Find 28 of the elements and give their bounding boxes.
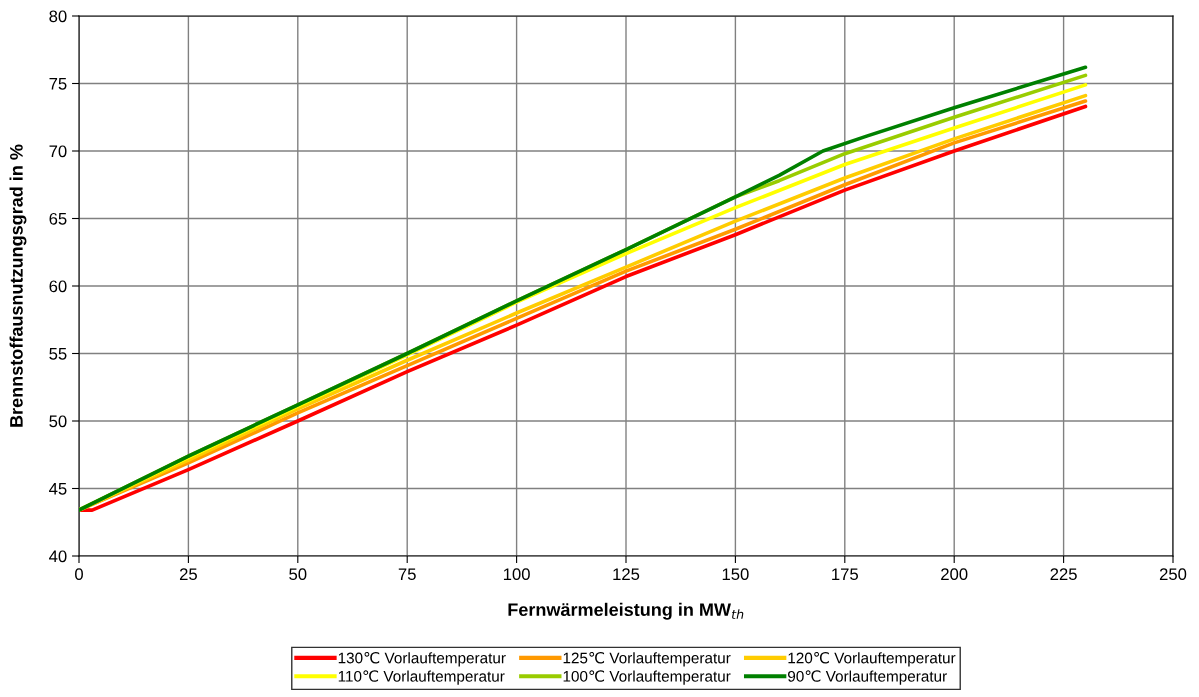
legend-label: 110℃ Vorlauftemperatur bbox=[338, 670, 505, 685]
y-tick-label: 60 bbox=[49, 280, 67, 293]
x-tick-label: 125 bbox=[613, 568, 640, 581]
x-tick-label: 25 bbox=[179, 568, 197, 581]
legend-label: 125℃ Vorlauftemperatur bbox=[563, 651, 731, 667]
x-tick-label: 150 bbox=[722, 568, 749, 581]
y-tick-label: 45 bbox=[49, 483, 67, 495]
y-tick-label: 75 bbox=[49, 78, 67, 90]
x-tick-label: 50 bbox=[289, 568, 307, 581]
x-tick-label: 250 bbox=[1159, 568, 1187, 581]
legend-label: 90℃ Vorlauftemperatur bbox=[788, 670, 947, 685]
legend-label: 120℃ Vorlauftemperatur bbox=[788, 651, 956, 667]
x-tick-label: 75 bbox=[398, 568, 416, 581]
legend-label: 130℃ Vorlauftemperatur bbox=[338, 651, 506, 667]
x-tick-label: 225 bbox=[1050, 568, 1077, 581]
y-axis-title: Brennstoffausnutzungsgrad in % bbox=[9, 144, 27, 427]
x-tick-label: 175 bbox=[832, 568, 859, 581]
x-axis-title: Fernwärmeleistung in MW$_{th}$ bbox=[508, 602, 744, 620]
y-tick-label: 80 bbox=[49, 10, 67, 23]
x-tick-label: 200 bbox=[941, 568, 968, 581]
y-tick-label: 65 bbox=[49, 212, 67, 225]
legend-label: 100℃ Vorlauftemperatur bbox=[563, 670, 731, 685]
x-tick-label: 100 bbox=[503, 568, 530, 581]
y-tick-label: 55 bbox=[49, 348, 67, 360]
y-tick-label: 70 bbox=[49, 145, 67, 158]
y-tick-label: 50 bbox=[49, 415, 67, 428]
y-tick-label: 40 bbox=[49, 550, 67, 563]
x-tick-label: 0 bbox=[75, 568, 83, 581]
